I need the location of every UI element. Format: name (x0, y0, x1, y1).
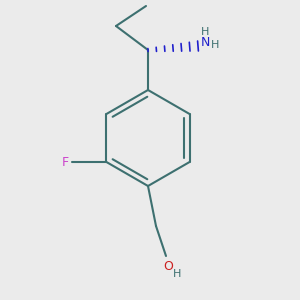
Text: H: H (211, 40, 219, 50)
Text: H: H (201, 27, 209, 37)
Text: O: O (163, 260, 173, 272)
Text: N: N (200, 35, 210, 49)
Text: H: H (173, 269, 181, 279)
Text: F: F (62, 155, 69, 169)
